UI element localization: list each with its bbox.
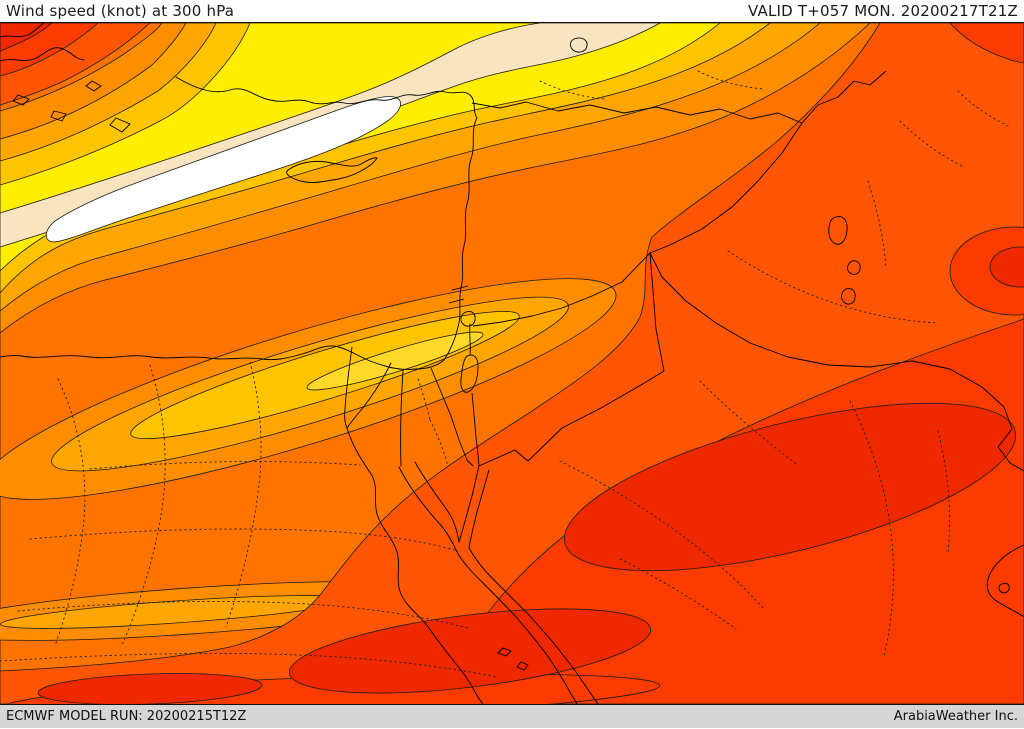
island-outline <box>12 94 30 106</box>
valid-time-label: VALID T+057 MON. 20200217T21Z <box>748 2 1018 20</box>
admin-boundary-dotted <box>417 378 431 421</box>
border-israel-jordan <box>471 392 480 467</box>
map-title: Wind speed (knot) at 300 hPa <box>6 2 235 20</box>
admin-boundary-dotted <box>899 120 965 168</box>
island-outline <box>109 117 131 133</box>
admin-boundary-dotted <box>539 80 605 100</box>
jordan-river <box>469 323 471 356</box>
red-sea-island <box>516 661 529 671</box>
island-outline <box>85 80 102 92</box>
persian-gulf-island <box>998 582 1010 594</box>
admin-boundary-dotted <box>121 364 166 646</box>
nile-river <box>346 427 484 704</box>
admin-boundary-dotted <box>429 419 449 467</box>
admin-boundary-dotted <box>957 90 1009 127</box>
band-corner-tr-red <box>949 23 1024 64</box>
admin-boundary-dotted <box>867 180 887 270</box>
border-syria-iraq <box>649 122 803 254</box>
band-deep-red-right-edge <box>989 246 1024 288</box>
coastline-aegean-fragment2 <box>0 23 45 38</box>
border-jordan-iraq <box>649 252 665 372</box>
admin-boundary-dotted <box>559 460 765 610</box>
model-run-label: ECMWF MODEL RUN: 20200215T12Z <box>6 709 247 724</box>
sinai-west-shore <box>414 461 460 543</box>
coastline-cyprus <box>286 157 378 183</box>
admin-boundary-dotted <box>55 378 86 644</box>
map-area <box>0 23 1024 704</box>
lake-outline-anatolia <box>570 37 588 53</box>
admin-boundary-dotted <box>937 430 950 554</box>
admin-boundary-dotted <box>89 461 361 470</box>
nile-delta-east-branch <box>346 362 392 429</box>
footer-bar: ECMWF MODEL RUN: 20200215T12Z ArabiaWeat… <box>0 704 1024 728</box>
admin-boundary-dotted <box>225 361 262 628</box>
dead-sea <box>460 354 479 393</box>
border-jordan-saudi <box>478 370 665 467</box>
red-sea-west-shore <box>398 466 578 704</box>
admin-boundary-dotted <box>849 400 894 658</box>
lake-outline-iraq <box>841 288 856 305</box>
gulf-of-aqaba-west-shore <box>458 465 480 543</box>
geography <box>0 23 1024 704</box>
band-deep-red-bottomleft <box>37 673 263 704</box>
political-borders <box>430 70 1024 472</box>
nile-delta-west-branch <box>344 346 353 429</box>
admin-boundary-dotted <box>697 70 765 90</box>
band-jet-core-white <box>45 96 401 243</box>
band-deep-red-core-main <box>563 402 1017 572</box>
lake-outline-iraq <box>847 260 861 275</box>
red-sea-east-shore <box>468 469 599 704</box>
admin-boundary-dotted <box>699 380 799 466</box>
admin-boundary-dotted <box>619 558 737 630</box>
admin-boundary-dotted <box>727 250 939 324</box>
wind-speed-map <box>0 23 1024 704</box>
header-bar: Wind speed (knot) at 300 hPa VALID T+057… <box>0 0 1024 23</box>
border-israel-lebanon <box>448 298 465 304</box>
brand-credit: ArabiaWeather Inc. <box>893 709 1018 724</box>
admin-boundary-dotted <box>0 652 499 678</box>
border-lebanon <box>451 285 469 291</box>
admin-boundaries <box>0 70 1009 678</box>
border-iraq-saudi <box>649 252 1024 472</box>
coastline-aegean-fragment <box>0 47 85 62</box>
persian-gulf-shore <box>986 544 1024 618</box>
island-outline <box>50 110 67 122</box>
border-syria-jordan <box>472 252 651 327</box>
suez-canal <box>400 370 404 467</box>
band-corner-tl-deep-red <box>0 23 53 52</box>
admin-boundary-dotted <box>17 600 469 629</box>
band-ridge-golden-core <box>306 331 484 391</box>
red-sea-island <box>497 647 512 657</box>
lake-outline-iraq <box>828 216 848 245</box>
border-turkey-syria <box>471 70 887 124</box>
band-deep-red-bottom <box>288 608 652 694</box>
coastline-mediterranean <box>0 76 478 370</box>
band-amber-ring <box>0 23 771 294</box>
border-israel-egypt <box>430 367 474 467</box>
